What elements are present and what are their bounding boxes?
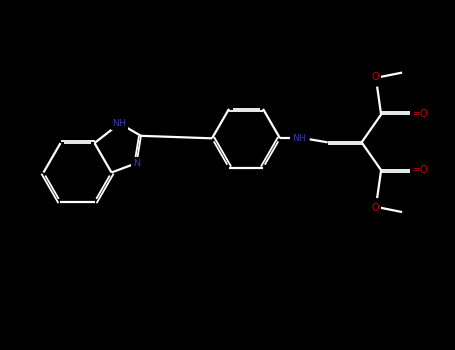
Text: N: N: [133, 159, 140, 168]
Text: NH: NH: [112, 119, 126, 128]
Text: NH: NH: [292, 134, 306, 143]
Text: =O: =O: [413, 110, 429, 119]
Text: O: O: [372, 72, 379, 82]
Text: O: O: [372, 203, 379, 213]
Text: =O: =O: [413, 165, 429, 175]
